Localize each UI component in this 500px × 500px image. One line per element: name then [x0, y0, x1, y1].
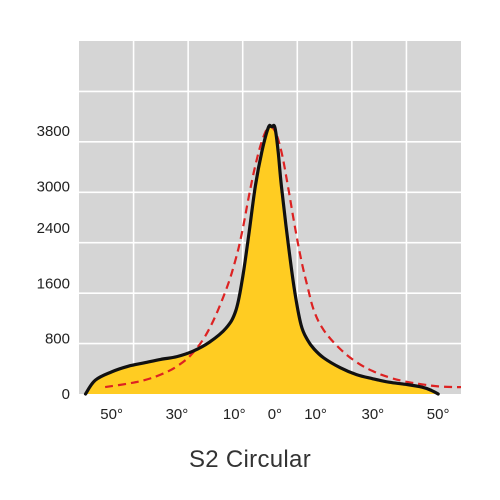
y-tick-label: 0 — [62, 386, 70, 403]
series-1-area — [85, 125, 439, 395]
x-tick-label: 30° — [362, 406, 385, 423]
y-axis-ticks: 0 800 1600 2400 3000 3800 — [37, 123, 70, 403]
y-tick-label: 3800 — [37, 123, 70, 140]
x-tick-label: 10° — [223, 406, 246, 423]
series-1-line — [83, 123, 440, 396]
x-axis-ticks: 50° 30° 10° 0° 10° 30° 50° — [100, 406, 449, 423]
x-tick-label: 50° — [427, 406, 450, 423]
y-tick-label: 800 — [45, 331, 70, 348]
x-tick-label: 10° — [304, 406, 327, 423]
y-tick-label: 1600 — [37, 275, 70, 292]
y-tick-label: 2400 — [37, 220, 70, 237]
chart-title: S2 Circular — [189, 446, 311, 473]
x-tick-label: 30° — [166, 406, 189, 423]
x-tick-label: 0° — [268, 406, 282, 423]
x-tick-label: 50° — [100, 406, 123, 423]
y-tick-label: 3000 — [37, 178, 70, 195]
